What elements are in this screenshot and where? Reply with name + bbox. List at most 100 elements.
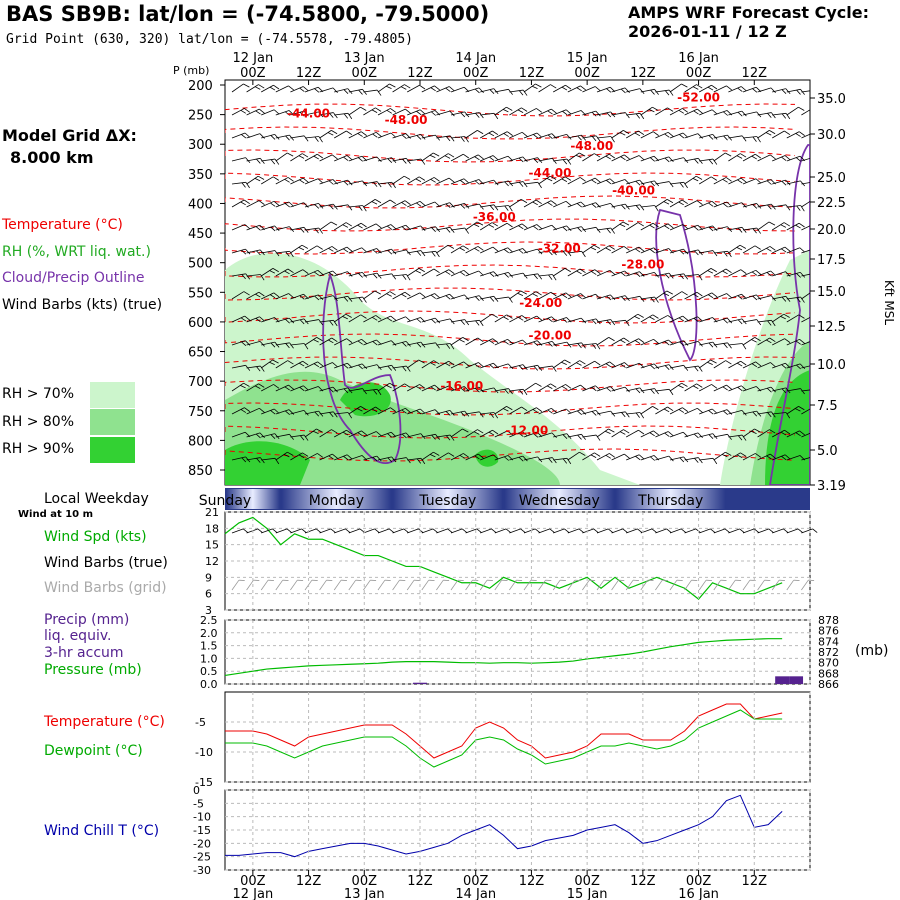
isotherm-label: -44.00 xyxy=(529,166,572,180)
wind-barb xyxy=(319,295,338,301)
bottom-time-label: 00Z xyxy=(574,874,600,889)
wind-barb xyxy=(363,156,382,163)
wind-ytick-label: 12 xyxy=(205,555,219,568)
wind-barb xyxy=(319,453,338,461)
wind-barb xyxy=(319,411,338,418)
wind-barb xyxy=(450,227,469,234)
wind-barb xyxy=(421,384,440,392)
wind-barb xyxy=(494,363,514,370)
wind-barb xyxy=(801,364,810,369)
wind-barb xyxy=(582,385,601,392)
wind-barb xyxy=(450,319,470,326)
height-tick-label: 22.5 xyxy=(817,196,846,211)
legend-wind-speed: Wind Spd (kts) xyxy=(44,529,147,545)
wind-barb xyxy=(772,88,791,94)
surface-wind-barb xyxy=(246,528,263,534)
wind-barb xyxy=(669,83,688,93)
wind-barb xyxy=(231,83,250,93)
pressure-ytick-label: 878 xyxy=(818,614,839,627)
wind-barb xyxy=(494,430,513,438)
rh-region xyxy=(475,449,499,467)
grid-wind-barb xyxy=(801,579,815,591)
wind-barb xyxy=(611,295,630,301)
temp-ytick-label: -5 xyxy=(195,716,206,729)
grid-wind-barb xyxy=(436,579,450,591)
height-tick-label: 25.0 xyxy=(817,171,846,186)
wind-barb xyxy=(567,85,586,93)
wind-barb xyxy=(596,361,616,369)
wind-barb xyxy=(611,87,630,94)
wind-10m-note: Wind at 10 m xyxy=(18,509,94,520)
wind-barb xyxy=(304,153,324,162)
wind-barb xyxy=(246,365,265,372)
xsec-fields xyxy=(225,83,810,485)
wind-barb xyxy=(407,158,426,165)
wind-barb xyxy=(553,200,572,208)
wind-barb xyxy=(669,181,688,189)
height-tick-label: 20.0 xyxy=(817,223,846,238)
temp-ytick-label: -10 xyxy=(195,746,213,759)
wind-barb xyxy=(450,269,470,277)
wind-barb xyxy=(363,315,382,323)
wind-barb xyxy=(772,130,791,139)
wind-barb xyxy=(231,181,250,189)
wind-barb xyxy=(246,340,265,347)
wind-barb xyxy=(596,319,616,326)
wind-barb xyxy=(596,245,615,254)
wind-barb xyxy=(772,454,791,461)
wind-barb xyxy=(261,250,280,257)
wind-barb xyxy=(640,271,660,278)
wind-barb xyxy=(538,407,557,415)
wind-barb xyxy=(801,248,810,254)
wind-barb xyxy=(509,455,528,462)
surface-wind-barb xyxy=(669,528,687,534)
bottom-time-label: 12Z xyxy=(407,874,433,889)
surface-wind-barb xyxy=(596,528,614,534)
pressure-tick-label: 850 xyxy=(188,464,213,479)
wind-barb xyxy=(728,244,747,254)
grid-wind-barb xyxy=(713,579,727,591)
wind-barb xyxy=(786,247,806,254)
wind-barb xyxy=(684,383,703,392)
surface-wind-barb xyxy=(713,528,730,534)
wind-barb xyxy=(772,204,791,211)
wind-barb xyxy=(246,200,265,208)
temperature-line xyxy=(225,703,783,759)
legend-dewpoint: Dewpoint (°C) xyxy=(44,743,143,759)
wind-barb xyxy=(596,136,615,143)
wind-barb xyxy=(392,457,411,464)
wind-barb xyxy=(304,269,324,277)
wind-barb xyxy=(290,409,309,416)
wind-barb xyxy=(538,316,557,323)
grid-wind-barb xyxy=(567,579,581,591)
wind-barb xyxy=(772,179,791,186)
wind-barb xyxy=(304,337,323,346)
wind-barb xyxy=(377,273,397,280)
legend-rh70-swatch xyxy=(90,382,135,408)
wind-barb xyxy=(698,268,717,277)
wind-barb xyxy=(669,108,689,116)
pressure-tick-label: 500 xyxy=(188,257,213,272)
grid-wind-barb xyxy=(786,579,800,591)
weekday-cell xyxy=(281,489,392,509)
bottom-time-label: 12Z xyxy=(296,874,322,889)
wind-barb xyxy=(757,154,776,162)
wind-speed-line xyxy=(224,516,783,600)
grid-wind-barb xyxy=(421,579,435,591)
time-tick-label: 00Z xyxy=(240,66,266,81)
date-label: 12 Jan xyxy=(232,51,273,66)
wind-barb xyxy=(406,359,425,369)
precip-bar xyxy=(789,676,804,684)
wind-barb xyxy=(231,157,251,163)
surface-wind-barb xyxy=(407,528,424,534)
wind-barb xyxy=(319,337,338,346)
wind-barb xyxy=(567,152,586,162)
wind-barb xyxy=(304,319,324,326)
wind-barb xyxy=(392,108,411,116)
surface-wind-barb xyxy=(363,528,380,534)
wind-barb xyxy=(611,453,630,461)
wind-barb xyxy=(494,338,514,346)
date-label: 16 Jan xyxy=(678,51,719,66)
grid-wind-barb xyxy=(757,579,771,591)
wind-barb xyxy=(407,250,426,257)
